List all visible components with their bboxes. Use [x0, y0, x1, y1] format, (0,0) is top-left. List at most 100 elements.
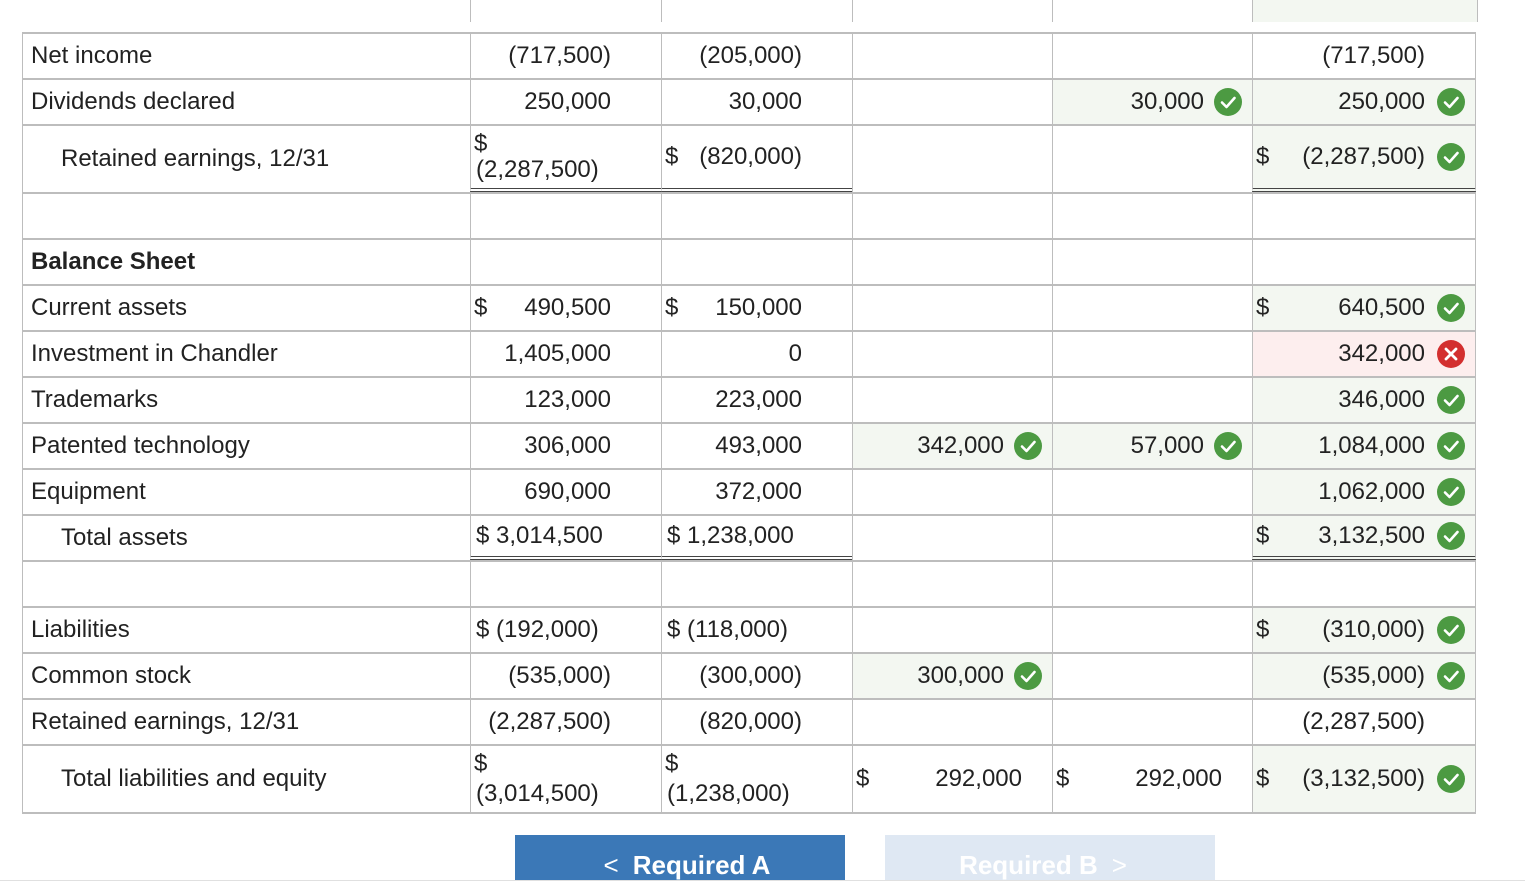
check-circle-icon — [1014, 432, 1042, 460]
check-circle-icon — [1014, 662, 1042, 690]
debit-input[interactable] — [852, 608, 1052, 652]
parent-value: 1,405,000 — [504, 340, 611, 367]
sub-value: (820,000) — [699, 708, 802, 735]
sub-value: (205,000) — [699, 42, 802, 69]
row-current-assets: Current assets $490,500 $150,000 $ 640,5… — [22, 284, 1476, 330]
parent-value: (535,000) — [508, 662, 611, 689]
consolidated-input[interactable]: 1,062,000 — [1252, 470, 1476, 514]
credit-input[interactable] — [1052, 126, 1252, 192]
consolidated-input[interactable]: 342,000 — [1252, 332, 1476, 376]
credit-input[interactable] — [1052, 34, 1252, 78]
check-circle-icon — [1214, 88, 1242, 116]
debit-input[interactable] — [852, 332, 1052, 376]
dollar-sign: $ — [665, 294, 679, 321]
row-trademarks: Trademarks 123,000 223,000 346,000 — [22, 376, 1476, 422]
row-balance-heading: Balance Sheet — [22, 238, 1476, 284]
consolidated-value: 1,062,000 — [1318, 478, 1425, 505]
divider — [0, 880, 1525, 881]
credit-input[interactable]: 30,000 — [1052, 80, 1252, 124]
dollar-sign: $ — [1256, 616, 1270, 643]
consolidated-value: (2,287,500) — [1302, 708, 1425, 735]
row-spacer — [22, 192, 1476, 238]
debit-input[interactable]: 300,000 — [852, 654, 1052, 698]
row-retained-earnings-income: Retained earnings, 12/31 $ (2,287,500) $(… — [22, 124, 1476, 192]
parent-value: (3,014,500) — [476, 780, 599, 807]
debit-input[interactable] — [852, 700, 1052, 744]
check-circle-icon — [1437, 478, 1465, 506]
required-b-button[interactable]: Required B > — [885, 835, 1215, 880]
credit-value: 30,000 — [1130, 88, 1204, 115]
check-circle-icon — [1437, 765, 1465, 793]
credit-input[interactable] — [1052, 608, 1252, 652]
check-circle-icon — [1437, 143, 1465, 171]
row-label: Trademarks — [31, 386, 159, 413]
dollar-sign: $ — [1256, 143, 1270, 170]
consolidated-input[interactable]: 250,000 — [1252, 80, 1476, 124]
row-net-income: Net income (717,500) (205,000) (717,500) — [22, 32, 1476, 78]
check-circle-icon — [1437, 294, 1465, 322]
credit-input[interactable] — [1052, 700, 1252, 744]
consolidated-input[interactable]: $ (310,000) — [1252, 608, 1476, 652]
row-label: Dividends declared — [31, 88, 236, 115]
consolidated-input[interactable]: 346,000 — [1252, 378, 1476, 422]
consolidated-input[interactable]: 1,084,000 — [1252, 424, 1476, 468]
debit-input[interactable] — [852, 34, 1052, 78]
consolidated-input[interactable]: $ (3,132,500) — [1252, 746, 1476, 812]
consolidated-value: 640,500 — [1338, 294, 1425, 321]
debit-input[interactable] — [852, 80, 1052, 124]
check-circle-icon — [1214, 432, 1242, 460]
row-label: Total assets — [61, 524, 188, 551]
check-circle-icon — [1437, 662, 1465, 690]
credit-input[interactable] — [1052, 286, 1252, 330]
sub-value: 30,000 — [728, 88, 802, 115]
row-label: Retained earnings, 12/31 — [31, 708, 300, 735]
debit-input[interactable] — [852, 516, 1052, 560]
credit-input[interactable] — [1052, 470, 1252, 514]
row-liabilities: Liabilities $ (192,000) $ (118,000) $ (3… — [22, 606, 1476, 652]
row-label: Equipment — [31, 478, 146, 505]
row-equipment: Equipment 690,000 372,000 1,062,000 — [22, 468, 1476, 514]
parent-value: (2,287,500) — [476, 156, 599, 183]
row-dividends: Dividends declared 250,000 30,000 30,000… — [22, 78, 1476, 124]
consolidated-input[interactable]: $ 640,500 — [1252, 286, 1476, 330]
sub-value: (820,000) — [699, 143, 802, 170]
row-retained-earnings-balance: Retained earnings, 12/31 (2,287,500) (82… — [22, 698, 1476, 744]
sub-value: (300,000) — [699, 662, 802, 689]
chevron-right-icon: > — [1111, 850, 1127, 880]
consolidated-input[interactable]: $ (2,287,500) — [1252, 126, 1476, 192]
debit-value: 300,000 — [917, 662, 1004, 689]
consolidated-input[interactable]: $ 3,132,500 — [1252, 516, 1476, 560]
credit-input[interactable]: 57,000 — [1052, 424, 1252, 468]
dollar-sign: $ — [665, 143, 679, 170]
parent-value: 490,500 — [524, 294, 611, 321]
dollar-sign: $ — [665, 750, 679, 777]
debit-input[interactable]: 342,000 — [852, 424, 1052, 468]
row-label: Liabilities — [31, 616, 130, 643]
debit-input[interactable] — [852, 126, 1052, 192]
clipped-row-top — [22, 0, 1478, 22]
dollar-sign: $ — [1256, 522, 1270, 549]
credit-value: 292,000 — [1135, 765, 1222, 792]
row-patented-technology: Patented technology 306,000 493,000 342,… — [22, 422, 1476, 468]
debit-value: 292,000 — [935, 765, 1022, 792]
row-label: Net income — [31, 42, 153, 69]
dollar-sign: $ — [1256, 294, 1270, 321]
debit-input[interactable] — [852, 470, 1052, 514]
button-label: Required A — [632, 850, 771, 880]
credit-input[interactable] — [1052, 654, 1252, 698]
credit-input[interactable] — [1052, 516, 1252, 560]
debit-total: $ 292,000 — [852, 746, 1052, 812]
check-circle-icon — [1437, 386, 1465, 414]
button-label: Required B — [959, 850, 1098, 880]
debit-input[interactable] — [852, 286, 1052, 330]
credit-input[interactable] — [1052, 378, 1252, 422]
consolidated-value: 3,132,500 — [1318, 522, 1425, 549]
consolidated-input[interactable]: (535,000) — [1252, 654, 1476, 698]
sub-value: 0 — [788, 340, 802, 367]
dollar-sign: $ — [474, 294, 488, 321]
consolidated-value: 1,084,000 — [1318, 432, 1425, 459]
parent-value: 690,000 — [524, 478, 611, 505]
required-a-button[interactable]: < Required A — [515, 835, 845, 880]
credit-input[interactable] — [1052, 332, 1252, 376]
debit-input[interactable] — [852, 378, 1052, 422]
